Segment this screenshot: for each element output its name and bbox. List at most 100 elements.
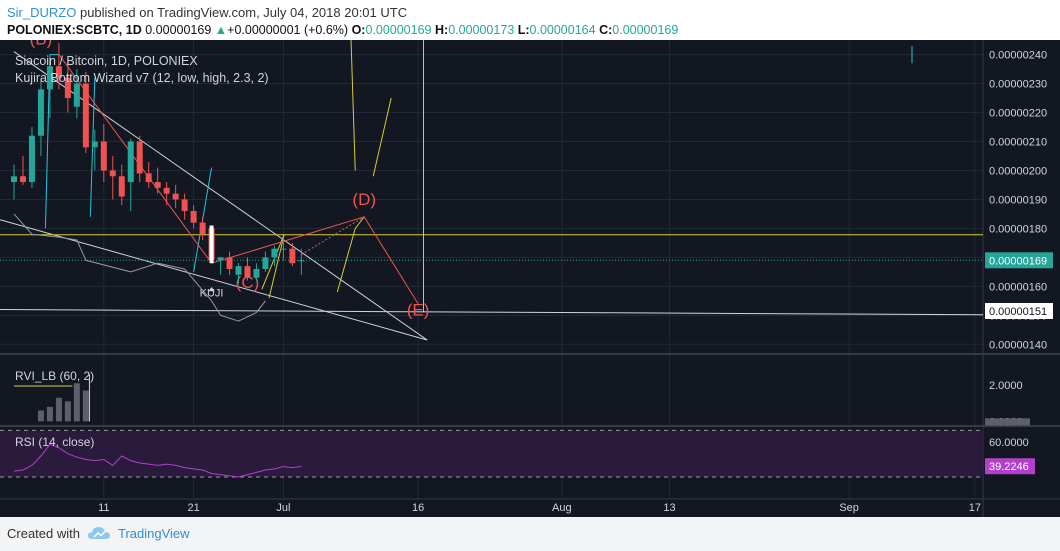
candle-body [37, 89, 44, 136]
time-tick: Aug [552, 502, 572, 514]
chart-title: Siacoin / Bitcoin, 1D, POLONIEX [15, 54, 198, 68]
time-tick: 21 [187, 502, 199, 514]
lower-trendline [0, 219, 428, 341]
change-up-icon: ▲ [214, 23, 228, 37]
price-axis[interactable]: 0.00000240 0.00000230 0.00000220 0.00000210… [985, 50, 1053, 352]
marker-price-label: 0.00000151 [989, 306, 1047, 318]
close-value: 0.00000169 [612, 23, 679, 37]
candle-body [298, 260, 305, 262]
high-value: 0.00000173 [448, 23, 515, 37]
candle-body [181, 199, 188, 212]
price-tick: 0.00000190 [989, 194, 1047, 206]
created-with-text: Created with [7, 526, 80, 541]
candle-body [154, 182, 161, 188]
last-price: 0.00000169 [145, 23, 212, 37]
pattern-label: (E) [407, 300, 430, 319]
change-value: +0.00000001 (+0.6%) [227, 23, 349, 37]
time-axis[interactable]: 1121Jul16Aug13Sep17Oct [98, 502, 1060, 514]
pattern-dotted-leg [301, 216, 365, 255]
price-tick: 0.00000200 [989, 165, 1047, 177]
high-label: H: [434, 23, 449, 37]
rvi-title: RVI_LB (60, 2) [15, 369, 94, 383]
candles-layer [11, 43, 305, 284]
marker-price-tag [985, 302, 1053, 319]
tradingview-cloud-icon[interactable] [88, 526, 110, 540]
grid-lines [0, 40, 983, 498]
price-tick: 0.00000140 [989, 339, 1047, 351]
tradingview-link[interactable]: TradingView [118, 526, 190, 541]
candle-body [217, 257, 224, 261]
candle-body [82, 83, 89, 148]
candle-body [145, 173, 152, 183]
rvi-bar [64, 401, 71, 422]
candle-body [55, 66, 62, 78]
candle-body [28, 135, 35, 183]
current-price-tag [985, 252, 1053, 269]
indicator-title: Kujira Bottom Wizard v7 (12, low, high, … [15, 71, 269, 85]
rsi-current-tag [985, 458, 1035, 475]
candle-body [226, 257, 233, 269]
candle-body [244, 266, 251, 278]
candle-body [262, 257, 269, 269]
author-link[interactable]: Sir_DURZO [7, 5, 77, 20]
publish-header: Sir_DURZO published on TradingView.com, … [0, 0, 1060, 40]
candle-body [73, 83, 80, 107]
candle-body [127, 141, 134, 183]
candle-body [19, 176, 26, 183]
rvi-bar [82, 390, 89, 422]
candle-body [46, 66, 53, 90]
current-price-label: 0.00000169 [989, 255, 1047, 267]
candle-body [271, 248, 278, 258]
candle-body [91, 141, 98, 148]
price-tick: 0.00000160 [989, 281, 1047, 293]
close-label: C: [599, 23, 613, 37]
candle-body [253, 268, 260, 278]
chart-canvas[interactable]: (B)(C)(D)(E)KUJI 2.00000.000060.000039.2… [0, 40, 1060, 517]
cyan-band-1 [44, 54, 59, 229]
open-label: O: [351, 23, 366, 37]
low-label: L: [517, 23, 530, 37]
time-tick: 13 [663, 502, 675, 514]
symbol-label: POLONIEX:SCBTC, 1D [7, 23, 142, 37]
price-tick: 0.00000180 [989, 223, 1047, 235]
rvi-bar [46, 406, 53, 422]
publish-line: Sir_DURZO published on TradingView.com, … [7, 5, 407, 20]
rvi-bar [73, 383, 80, 422]
candle-body [172, 193, 179, 200]
grey-band-curve [13, 213, 266, 322]
published-text: published on TradingView.com, July 04, 2… [79, 5, 408, 20]
candle-body [64, 77, 71, 99]
time-tick: 11 [98, 502, 109, 514]
candle-body [109, 170, 116, 177]
time-tick: 16 [412, 502, 424, 514]
rsi-line [13, 443, 302, 478]
price-tick: 0.00000210 [989, 137, 1047, 149]
rvi-bar [37, 410, 44, 422]
rvi-zero-tag [985, 418, 1030, 426]
yellow-projection [261, 234, 285, 299]
ohlc-line: POLONIEX:SCBTC, 1D 0.00000169 ▲+0.000000… [7, 23, 678, 37]
horizontal-support-line [0, 309, 984, 316]
candle-body [118, 176, 125, 197]
yellow-line-3 [350, 40, 356, 171]
candle-body [280, 248, 287, 250]
candle-body [100, 141, 107, 171]
rvi-tick: 2.0000 [989, 380, 1023, 392]
pattern-label: (B) [30, 40, 53, 48]
price-tick: 0.00000220 [989, 108, 1047, 120]
candle-body [289, 248, 296, 264]
price-tick: 0.00000230 [989, 79, 1047, 91]
rsi-current-label: 39.2246 [989, 461, 1029, 473]
time-tick: 17 [969, 502, 981, 514]
rsi-title: RSI (14, close) [15, 435, 94, 449]
yellow-projection-2 [336, 216, 365, 293]
candle-body [11, 176, 17, 183]
time-tick: Sep [839, 502, 859, 514]
kuji-signal-label: KUJI [200, 288, 224, 300]
open-value: 0.00000169 [365, 23, 432, 37]
kuji-highlight-bar [209, 225, 214, 264]
low-value: 0.00000164 [529, 23, 596, 37]
candle-body [235, 266, 242, 275]
price-tick: 0.00000240 [989, 50, 1047, 62]
rsi-band-fill [0, 430, 983, 477]
